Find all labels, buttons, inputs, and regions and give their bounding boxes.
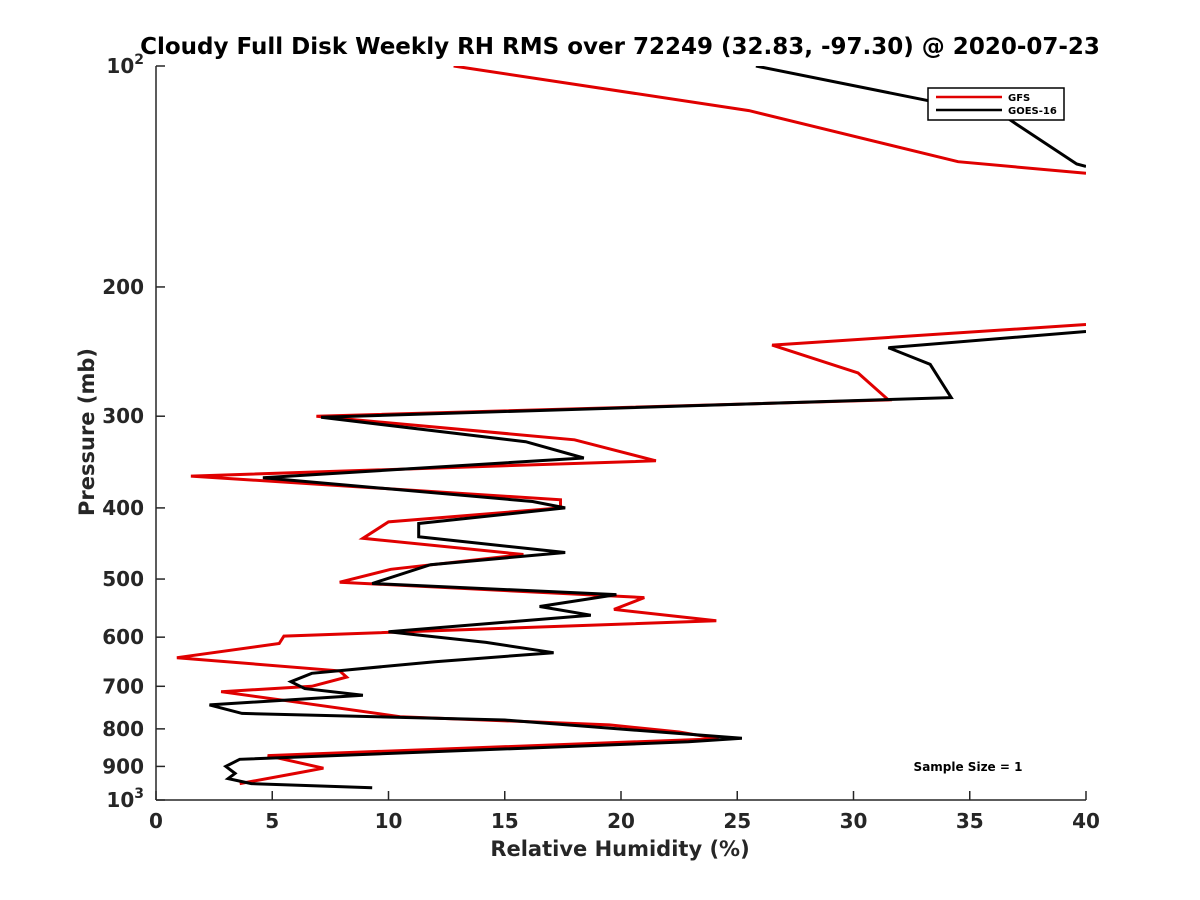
legend-label-gfs: GFS <box>1008 93 1030 104</box>
chart-title: Cloudy Full Disk Weekly RH RMS over 7224… <box>140 34 1100 60</box>
y-tick-label: 200 <box>102 275 144 299</box>
x-tick-label: 10 <box>375 809 403 833</box>
y-tick-label: 300 <box>102 404 144 428</box>
x-axis-title: Relative Humidity (%) <box>490 837 749 861</box>
axes-layer <box>155 66 1086 801</box>
y-tick-label: 800 <box>102 717 144 741</box>
y-tick-label: 500 <box>102 567 144 591</box>
x-tick-label: 0 <box>149 809 163 833</box>
x-tick-label: 35 <box>956 809 984 833</box>
y-axis-title: Pressure (mb) <box>75 348 99 516</box>
legend: GFS GOES-16 <box>927 87 1065 121</box>
y-tick-label: 900 <box>102 754 144 778</box>
y-tick-label: 700 <box>102 674 144 698</box>
y-tick-label: 102 <box>106 52 144 78</box>
x-tick-label: 40 <box>1072 809 1100 833</box>
legend-box <box>927 87 1065 121</box>
sample-size-annotation: Sample Size = 1 <box>914 760 1023 774</box>
x-tick-label: 25 <box>723 809 751 833</box>
y-tick-label: 600 <box>102 625 144 649</box>
series-layer <box>176 66 1086 790</box>
y-tick-label: 103 <box>106 786 144 812</box>
y-ticks: 102 200 300 400 500 600 700 800 900 103 <box>102 52 165 812</box>
x-tick-label: 20 <box>607 809 635 833</box>
x-tick-label: 30 <box>840 809 868 833</box>
series-line-gfs <box>176 66 1086 786</box>
series-line-goes16 <box>209 66 1086 790</box>
x-tick-label: 15 <box>491 809 519 833</box>
y-tick-label: 400 <box>102 496 144 520</box>
x-tick-label: 5 <box>265 809 279 833</box>
x-ticks: 0 5 10 15 20 25 30 35 40 <box>149 791 1100 833</box>
legend-label-goes16: GOES-16 <box>1008 106 1057 117</box>
